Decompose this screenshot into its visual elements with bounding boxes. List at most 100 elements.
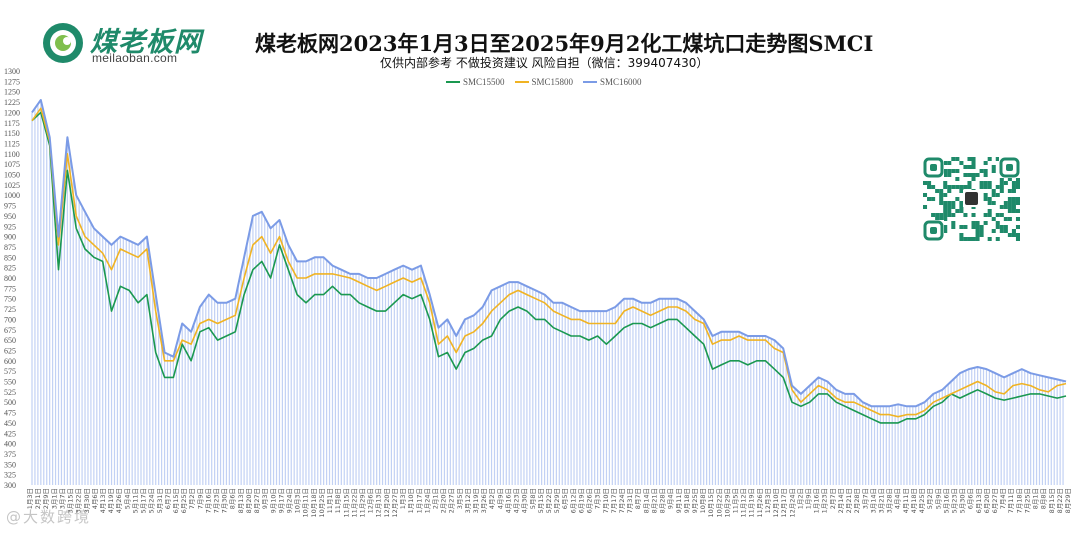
price-bar [859,399,861,485]
y-tick-label: 1075 [4,160,20,169]
x-tick-label: 7月16日 [204,488,212,513]
price-bar [588,311,590,485]
price-bar [809,385,811,485]
price-bar [116,239,119,485]
price-bar [694,311,696,485]
price-bar [661,298,664,485]
x-tick-label: 6月7日 [164,488,172,509]
price-bar [429,294,431,485]
x-tick-label: 11月26日 [756,488,764,518]
price-bar [267,222,269,486]
price-bar [591,311,593,485]
price-bar [352,273,354,485]
legend-item-smc16000: SMC16000 [583,77,642,87]
price-bar [84,211,86,485]
price-bar [488,295,490,485]
price-bar [753,335,755,485]
price-bar [941,389,943,485]
price-bar [458,330,460,485]
y-tick-label: 650 [4,336,16,345]
x-tick-label: 7月18日 [1015,488,1023,513]
price-bar [885,406,887,485]
x-tick-label: 5月17日 [140,488,148,513]
price-bar [202,302,204,485]
x-tick-label: 12月10日 [772,488,780,518]
y-tick-label: 850 [4,253,16,262]
x-tick-label: 10月8日 [699,488,707,513]
x-tick-label: 2月21日 [845,488,853,513]
y-tick-label: 825 [4,264,16,273]
x-tick-label: 10月15日 [707,488,715,518]
price-bar [1050,378,1052,485]
price-bar [891,405,893,485]
price-bar [334,266,337,485]
price-bar [549,300,552,485]
price-bar [446,319,448,485]
price-bar [708,330,711,485]
x-tick-label: 2月27日 [448,488,456,513]
x-tick-label: 3月14日 [869,488,877,513]
y-tick-label: 325 [4,471,16,480]
price-bar [440,324,443,485]
price-bar [909,406,911,485]
price-bar [882,406,884,485]
price-bar [764,335,767,485]
price-bar [841,392,843,485]
price-bar [243,257,245,485]
x-tick-label: 4月16日 [505,488,513,513]
price-bar [370,278,372,485]
price-bar [985,369,988,485]
y-tick-label: 900 [4,233,16,242]
x-tick-label: 3月12日 [464,488,472,513]
price-bar [75,195,77,485]
x-tick-label: 9月24日 [286,488,294,513]
price-bar [876,406,879,485]
logo-mark-icon [43,23,83,63]
y-tick-label: 1025 [4,181,20,190]
price-bar [405,266,407,485]
price-bar [349,273,351,485]
price-bar [166,353,169,485]
price-bar [732,331,734,485]
x-tick-label: 1月9日 [805,488,813,509]
y-tick-label: 675 [4,326,16,335]
price-bar [906,406,908,485]
price-bar [163,352,166,485]
price-bar [125,239,127,485]
price-bar [741,333,743,485]
price-bar [750,335,752,485]
x-tick-label: 8月21日 [650,488,658,513]
price-bar [682,301,684,485]
x-tick-label: 8月29日 [1064,488,1072,513]
price-bar [873,406,876,485]
price-bar [794,388,796,485]
price-bar [977,367,979,485]
price-bar [317,257,319,485]
price-bar [390,271,392,485]
price-bar [119,236,121,485]
price-bar [175,345,177,485]
price-bar [838,391,840,485]
price-bar [52,170,54,486]
price-bar [599,311,602,485]
price-bar [555,302,557,485]
price-bar [72,175,74,485]
price-bar [679,300,681,485]
price-bar [700,316,702,485]
price-bar [738,331,740,485]
y-tick-label: 750 [4,295,16,304]
price-bar [1021,369,1023,485]
price-bar [735,331,737,485]
price-bar [650,302,652,485]
price-bar [744,334,746,485]
price-bar [272,225,275,485]
y-tick-label: 875 [4,243,16,252]
x-tick-label: 12月3日 [764,488,772,513]
x-tick-label: 7月24日 [618,488,626,513]
x-tick-label: 2月28日 [853,488,861,513]
price-bar [346,272,348,485]
y-tick-label: 600 [4,357,16,366]
price-bar [921,403,923,485]
price-bar [517,282,519,485]
x-tick-label: 2月7日 [829,488,837,509]
